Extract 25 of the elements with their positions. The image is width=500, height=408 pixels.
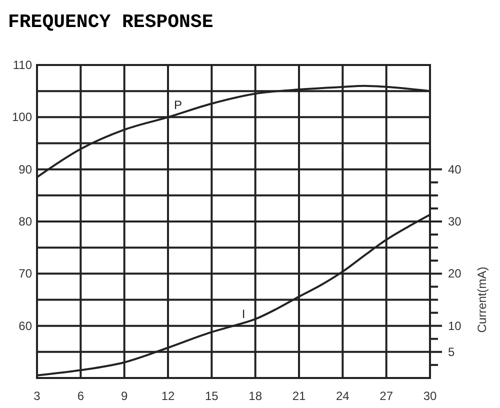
y2-axis-title: Current(mA) (475, 266, 489, 333)
y-tick-label: 70 (18, 266, 32, 281)
y2-tick-label: 10 (448, 318, 462, 333)
series-label: P (174, 98, 182, 112)
x-tick-label: 15 (204, 389, 219, 403)
x-tick-label: 18 (248, 389, 262, 403)
y-tick-label: 80 (18, 214, 32, 228)
y2-tick-label: 30 (448, 214, 462, 228)
x-tick-label: 6 (77, 389, 84, 403)
chart-title: FREQUENCY RESPONSE (8, 11, 214, 33)
x-tick-label: 30 (423, 389, 437, 403)
x-tick-label: 24 (336, 389, 350, 403)
y-tick-label: 60 (18, 318, 32, 333)
y2-tick-label: 40 (448, 162, 462, 176)
x-tick-label: 3 (34, 389, 41, 403)
x-tick-label: 27 (380, 389, 394, 403)
y-tick-label: 100 (12, 110, 32, 124)
x-tick-label: 21 (292, 389, 306, 403)
y-tick-label: 90 (18, 162, 32, 176)
y-tick-label: 110 (12, 58, 32, 72)
x-tick-label: 9 (120, 389, 128, 403)
x-tick-label: 12 (161, 389, 175, 403)
y2-tick-label: 5 (448, 344, 455, 359)
series-label: I (242, 306, 246, 321)
y2-tick-label: 20 (448, 266, 462, 281)
